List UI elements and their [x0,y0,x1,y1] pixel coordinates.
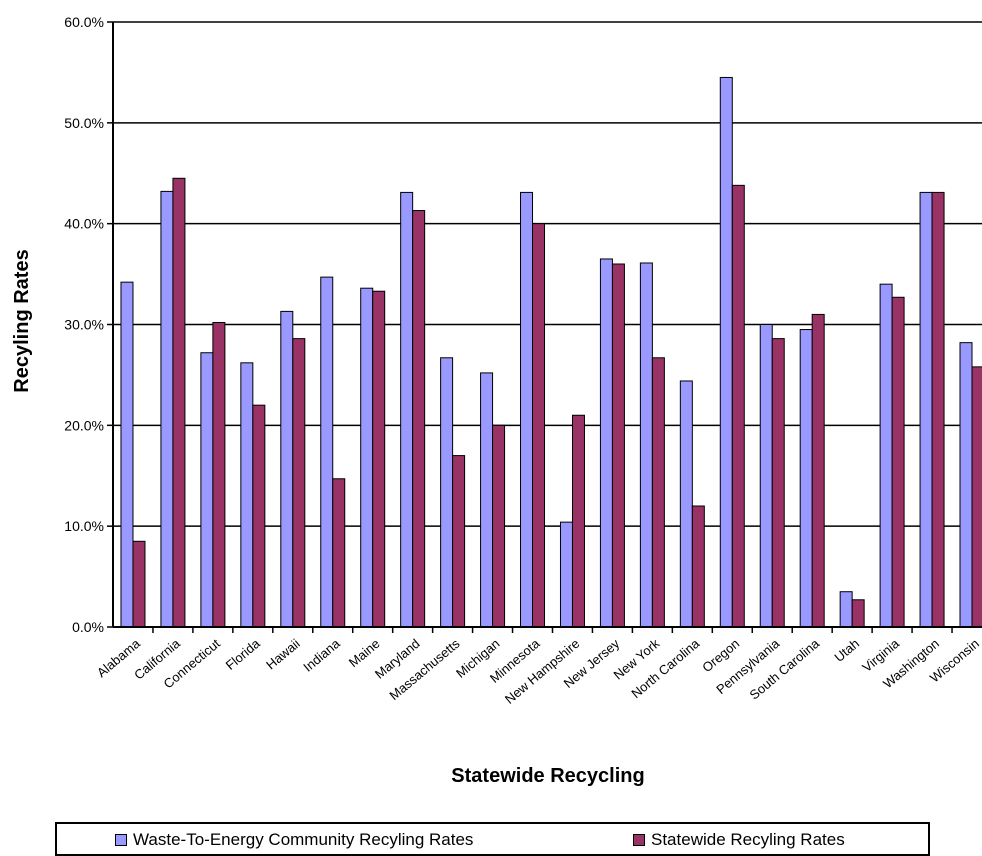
bar-wte-minnesota [520,191,534,628]
bar-statewide-new-jersey [611,263,625,628]
x-tick-label: Massachusetts [386,635,462,703]
bar-wte-north-carolina [679,380,693,628]
bar-wte-massachusetts [440,357,454,628]
bar-wte-michigan [480,372,494,628]
bar-wte-utah [839,591,853,628]
legend-swatch-statewide [633,834,645,846]
bar-statewide-hawaii [292,338,306,628]
bar-statewide-indiana [332,478,346,628]
bar-wte-california [160,190,174,628]
bar-wte-florida [240,362,254,628]
bar-statewide-washington [931,191,945,628]
bar-wte-new-york [639,262,653,628]
bar-wte-virginia [879,283,893,628]
bar-statewide-connecticut [212,321,226,628]
bar-statewide-south-carolina [811,313,825,628]
y-tick-labels: 0.0% 10.0% 20.0% 30.0% 40.0% 50.0% 60.0% [64,14,113,635]
x-axis-label: Statewide Recycling [451,765,644,787]
y-axis-label: Recyling Rates [11,249,33,392]
bar-wte-alabama [120,281,134,628]
legend-item-statewide: Statewide Recyling Rates [633,830,845,850]
bar-statewide-florida [252,404,266,628]
bar-wte-new-jersey [599,258,613,628]
bar-wte-maryland [400,191,414,628]
bar-wte-new-hampshire [559,521,573,628]
y-tick-label: 10.0% [64,518,104,534]
legend: Waste-To-Energy Community Recyling Rates… [55,822,930,856]
x-tick-label: North Carolina [628,635,702,701]
bar-statewide-maryland [412,210,426,628]
bar-statewide-oregon [731,184,745,628]
y-tick-label: 40.0% [64,216,104,232]
bar-statewide-new-york [651,357,665,628]
x-tick-label: Hawaii [263,636,303,673]
y-tick-label: 60.0% [64,14,104,30]
x-tick-label: Indiana [300,635,343,674]
legend-item-waste-to-energy: Waste-To-Energy Community Recyling Rates [115,830,473,850]
legend-label: Statewide Recyling Rates [651,830,845,849]
bar-statewide-massachusetts [452,455,466,628]
y-tick-label: 20.0% [64,417,104,433]
bar-wte-south-carolina [799,329,813,628]
bar-statewide-michigan [492,424,506,628]
x-tick-label: South Carolina [747,635,823,702]
legend-swatch-waste-to-energy [115,834,127,846]
bar-chart: 0.0% 10.0% 20.0% 30.0% 40.0% 50.0% 60.0% Alaba… [11,14,982,787]
y-tick-label: 30.0% [64,317,104,333]
bar-wte-oregon [719,76,733,628]
x-tick-label: Florida [223,635,264,673]
bar-statewide-utah [851,599,865,628]
bar-statewide-new-hampshire [571,414,585,628]
bar-statewide-california [172,177,186,628]
bar-wte-pennsylvania [759,324,773,628]
bar-statewide-virginia [891,296,905,628]
x-tick-label: Utah [831,636,862,665]
bar-statewide-minnesota [532,223,546,628]
bar-statewide-maine [372,290,386,628]
legend-label: Waste-To-Energy Community Recyling Rates [133,830,474,849]
bar-statewide-wisconsin [971,366,982,628]
bar-statewide-alabama [132,540,146,628]
y-tick-label: 50.0% [64,115,104,131]
bar-statewide-north-carolina [691,505,705,628]
bar-wte-indiana [320,276,334,628]
bar-wte-washington [919,191,933,628]
bars [120,76,982,628]
bar-wte-wisconsin [959,342,973,628]
bar-statewide-pennsylvania [771,338,785,628]
bar-wte-maine [360,287,374,628]
y-tick-label: 0.0% [72,619,104,635]
bar-wte-connecticut [200,352,214,628]
bar-wte-hawaii [280,310,294,628]
